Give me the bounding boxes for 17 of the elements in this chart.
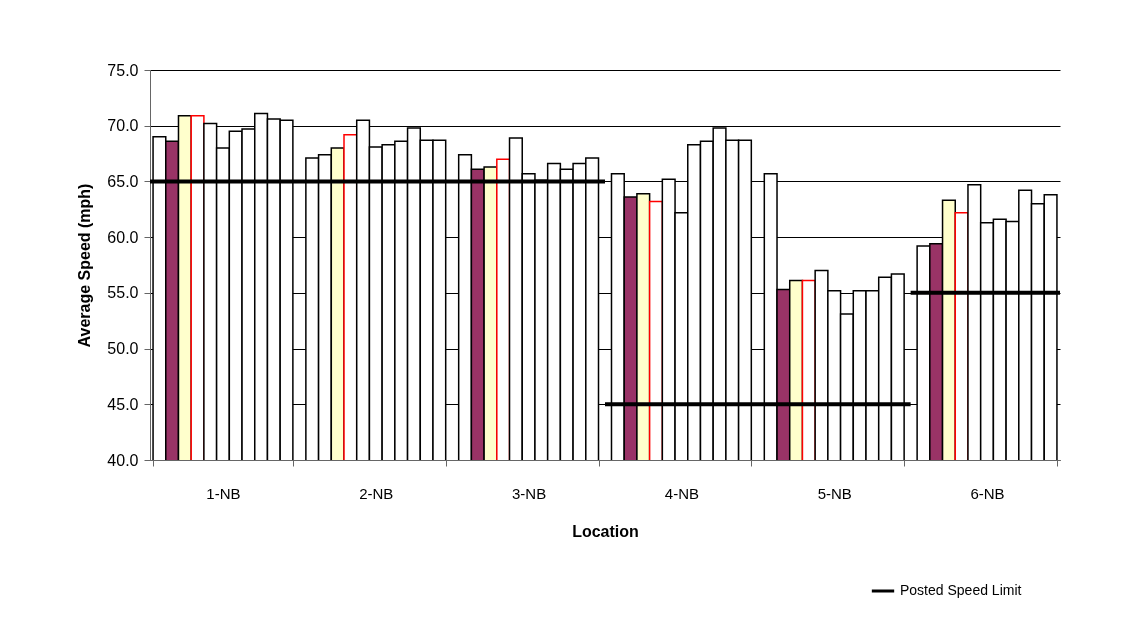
y-tick-label: 50.0 — [107, 340, 139, 358]
x-tick-label: 6-NB — [970, 484, 1005, 502]
x-tick-label: 5-NB — [817, 484, 852, 502]
y-tick-label: 65.0 — [107, 172, 139, 190]
legend-label: Posted Speed Limit — [900, 582, 1022, 598]
y-tick-label: 75.0 — [107, 61, 139, 79]
y-tick-label: 60.0 — [107, 228, 139, 246]
y-tick-label: 55.0 — [107, 284, 139, 302]
x-tick-label: 3-NB — [512, 484, 547, 502]
y-tick-label: 40.0 — [107, 451, 139, 469]
x-tick-label: 1-NB — [206, 484, 241, 502]
y-tick-label: 70.0 — [107, 117, 139, 135]
x-tick-label: 2-NB — [359, 484, 394, 502]
y-tick-label: 45.0 — [107, 395, 139, 413]
x-axis-title: Location — [572, 522, 639, 540]
x-tick-label: 4-NB — [664, 484, 699, 502]
y-axis-title: Average Speed (mph) — [76, 183, 94, 348]
